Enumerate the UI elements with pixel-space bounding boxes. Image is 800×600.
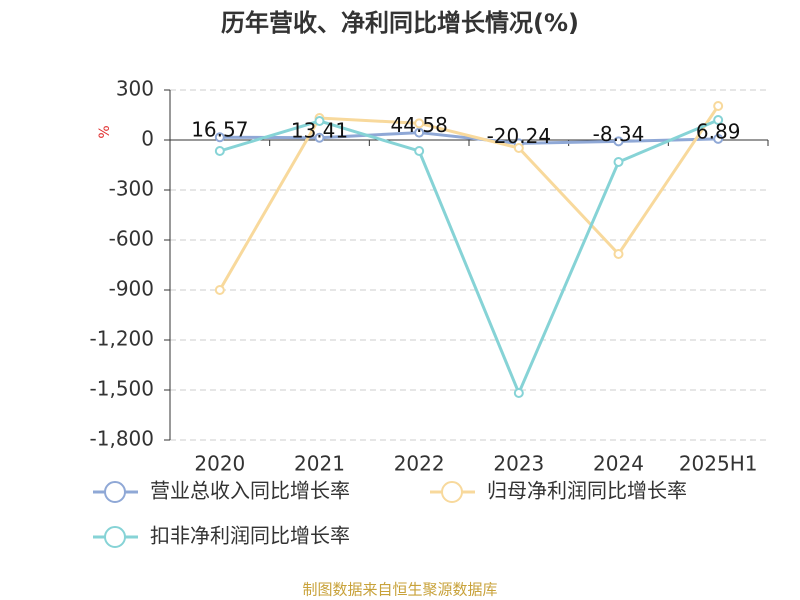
point [414, 127, 425, 138]
point [214, 285, 225, 295]
legend-label: 归母净利润同比增长率 [487, 479, 687, 503]
y-tick-label: -1,500 [90, 377, 154, 401]
y-tick-label: -300 [109, 177, 154, 201]
x-tick-label: 2024 [593, 452, 644, 476]
data-label: 44.58 [391, 113, 448, 137]
x-tick-label: 2021 [294, 452, 345, 476]
legend-marker [441, 481, 463, 503]
data-label: -20.24 [487, 124, 551, 148]
y-tick-label: 300 [116, 77, 154, 101]
chart-title: 历年营收、净利同比增长情况(%) [221, 9, 579, 37]
data-label: 6.89 [696, 119, 741, 143]
point [314, 132, 325, 143]
point [613, 136, 624, 147]
series-line [218, 105, 720, 291]
x-tick-label: 2025H1 [679, 452, 758, 476]
legend-label: 营业总收入同比增长率 [150, 479, 350, 503]
y-tick-label: -900 [109, 277, 154, 301]
x-tick-label: 2023 [493, 452, 544, 476]
legend-marker [104, 526, 126, 548]
x-tick-label: 2020 [194, 452, 245, 476]
point [513, 143, 524, 153]
y-axis-label: % [97, 125, 113, 138]
point [713, 115, 724, 125]
y-tick-label: 0 [141, 127, 154, 151]
legend-marker [104, 481, 126, 503]
x-tick-label: 2022 [394, 452, 445, 476]
y-tick-label: -1,200 [90, 327, 154, 351]
point [613, 249, 624, 259]
point [613, 157, 624, 167]
footer: 制图数据来自恒生聚源数据库 [302, 581, 497, 599]
y-tick-label: -600 [109, 227, 154, 251]
legend-label: 扣非净利润同比增长率 [150, 524, 350, 548]
y-tick-label: -1,800 [90, 427, 154, 451]
data-label: 13.41 [291, 118, 348, 142]
data-label: 16.57 [191, 118, 248, 142]
point [214, 132, 225, 143]
data-label: -8.34 [593, 122, 645, 146]
point [414, 118, 425, 129]
point [314, 116, 325, 126]
point [513, 388, 524, 398]
point [414, 146, 425, 156]
point [713, 133, 724, 144]
series-line [219, 118, 719, 397]
point [214, 146, 225, 156]
point [713, 101, 724, 111]
series-line [219, 131, 719, 145]
